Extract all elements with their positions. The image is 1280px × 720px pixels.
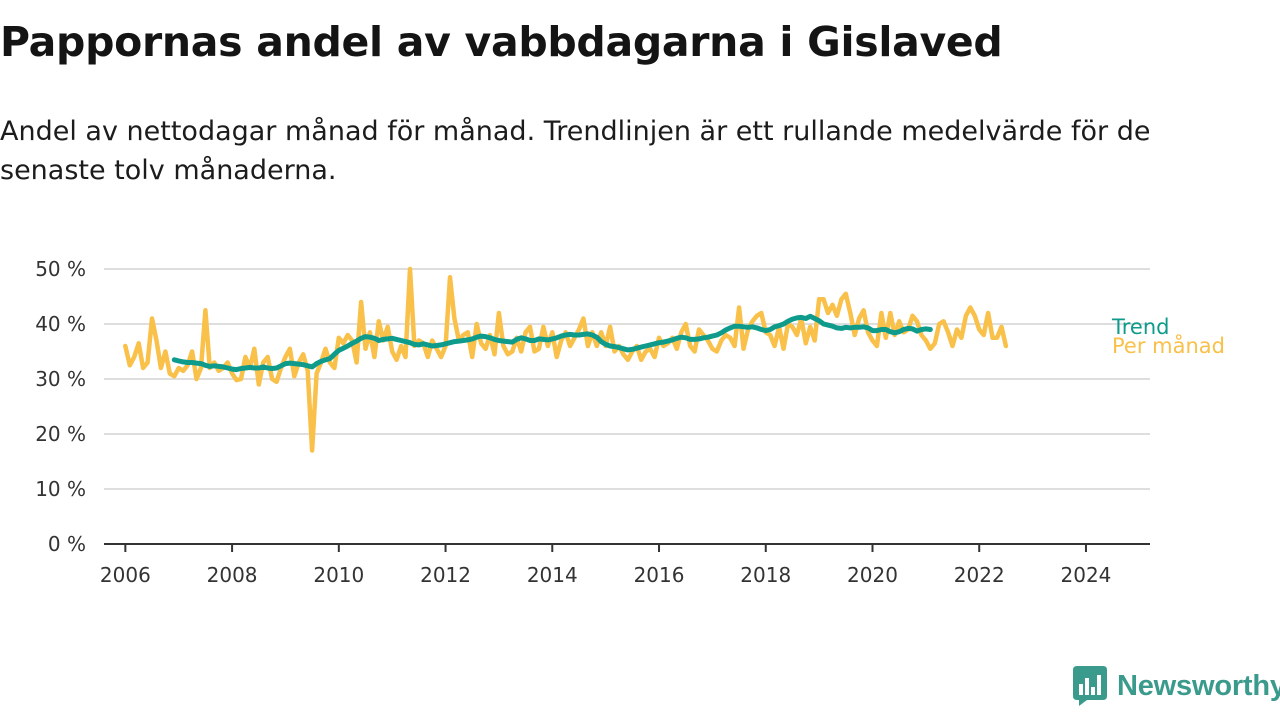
series-label-trend: Trend (1111, 315, 1169, 339)
line-chart: 0 % 10 % 20 % 30 % 40 % 50 % 2006 2008 2010 2012… (35, 257, 1225, 587)
y-tick-label: 10 % (35, 477, 86, 501)
x-tick-label: 2020 (847, 563, 898, 587)
x-tick-label: 2010 (313, 563, 364, 587)
x-tick-label: 2014 (527, 563, 578, 587)
y-tick-label: 30 % (35, 367, 86, 391)
y-axis: 0 % 10 % 20 % 30 % 40 % 50 % (35, 257, 86, 556)
series-lines (123, 266, 1009, 453)
y-tick-label: 50 % (35, 257, 86, 281)
series-label-per-manad: Per månad (1112, 333, 1225, 358)
series-line-trend (171, 313, 933, 373)
y-tick-label: 0 % (48, 532, 86, 556)
x-tick-label: 2022 (954, 563, 1005, 587)
x-tick-label: 2008 (207, 563, 258, 587)
x-tick-label: 2012 (420, 563, 471, 587)
x-axis: 2006 2008 2010 2012 2014 2016 2018 2020 2022 2024 (100, 543, 1150, 587)
brand-name: Newsworthy (1117, 669, 1280, 702)
x-tick-label: 2018 (740, 563, 791, 587)
x-tick-label: 2016 (634, 563, 685, 587)
series-line-per-manad (123, 266, 1009, 453)
y-tick-label: 20 % (35, 422, 86, 446)
x-tick-label: 2024 (1061, 563, 1112, 587)
x-tick-label: 2006 (100, 563, 151, 587)
chart-title: Pappornas andel av vabbdagarna i Gislave… (0, 18, 1003, 66)
y-tick-label: 40 % (35, 312, 86, 336)
newsworthy-logo: Newsworthy (1073, 666, 1280, 706)
bar-chart-icon (1073, 666, 1107, 706)
chart-subtitle: Andel av nettodagar månad för månad. Tre… (0, 116, 1151, 186)
